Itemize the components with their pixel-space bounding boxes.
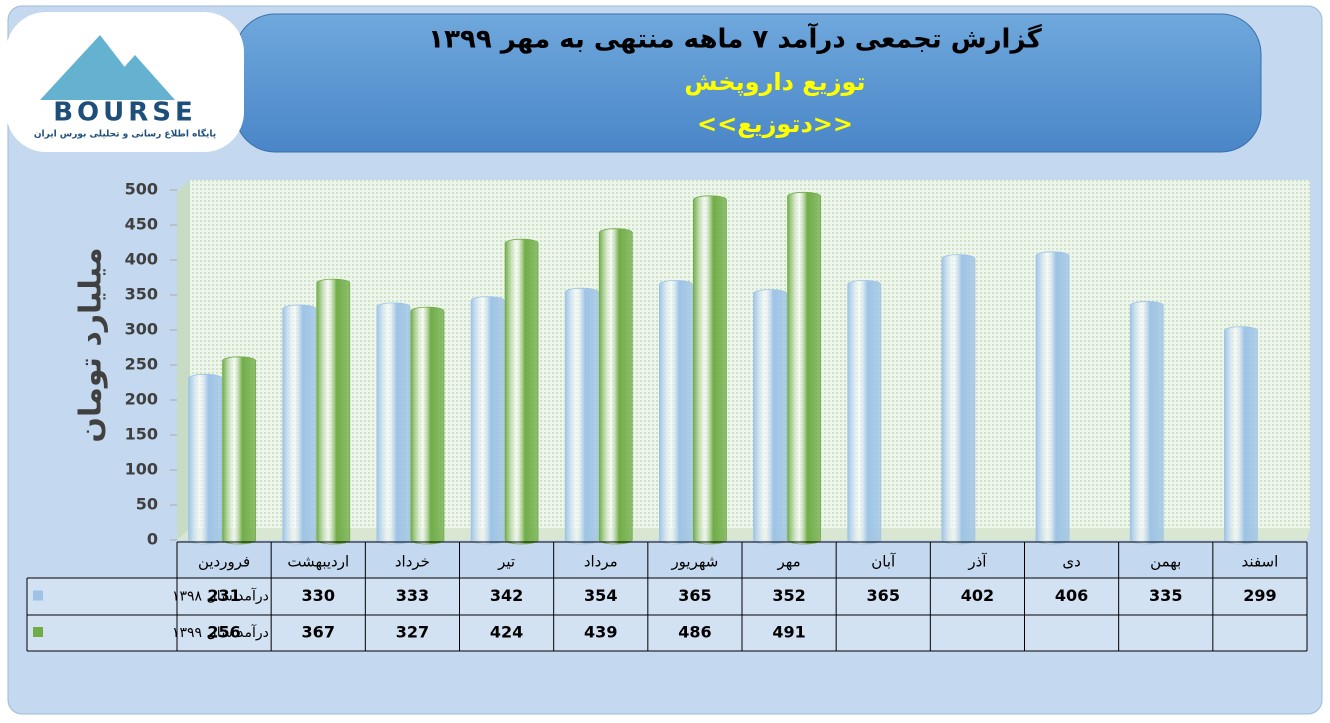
bar (1035, 251, 1070, 545)
y-axis-label: میلیارد تومان (74, 247, 109, 442)
x-tick-label: آذر (967, 553, 987, 571)
bar (1224, 326, 1258, 545)
y-tick-label: 150 (125, 425, 158, 444)
table-value: 491 (772, 623, 805, 642)
bar (470, 296, 505, 545)
table-value: 439 (584, 623, 617, 642)
y-tick-label: 400 (125, 250, 158, 269)
logo-name: BOURSE (53, 98, 197, 128)
legend-label: درآمد سال ۱۳۹۹ (172, 624, 269, 641)
bar (598, 228, 633, 545)
table-value: 354 (584, 586, 617, 605)
table-value: 352 (772, 586, 805, 605)
y-tick-label: 350 (125, 285, 158, 304)
bar (1129, 301, 1164, 545)
x-tick-label: مرداد (584, 553, 618, 571)
y-tick-label: 0 (147, 530, 158, 549)
floor (177, 528, 1310, 540)
chart-title: گزارش تجمعی درآمد ۷ ماهه منتهی به مهر ۱۳… (428, 23, 1042, 55)
x-tick-label: شهریور (670, 553, 718, 571)
logo-tagline: پایگاه اطلاع رسانی و تحلیلی بورس ایران (34, 128, 216, 140)
y-tick-label: 250 (125, 355, 158, 374)
table-value: 342 (490, 586, 523, 605)
bar (693, 195, 727, 545)
y-tick-label: 100 (125, 460, 158, 479)
table-value: 486 (678, 623, 711, 642)
logo-shape (40, 35, 175, 100)
table-value: 330 (302, 586, 335, 605)
bar (659, 280, 693, 545)
table-value: 335 (1149, 586, 1182, 605)
x-tick-label: دی (1062, 553, 1080, 571)
x-tick-label: تیر (497, 553, 515, 571)
bar (847, 280, 882, 545)
table-value: 327 (396, 623, 429, 642)
bar (188, 373, 222, 545)
table-value: 424 (490, 623, 523, 642)
table-value: 365 (867, 586, 900, 605)
x-tick-label: اردیبهشت (287, 553, 349, 571)
bar (282, 304, 317, 545)
legend-swatch (33, 627, 43, 637)
x-tick-label: خرداد (395, 553, 430, 571)
bar (787, 191, 821, 545)
table-value: 299 (1243, 586, 1276, 605)
table-value: 333 (396, 586, 429, 605)
bar (376, 302, 411, 545)
x-tick-label: آبان (871, 553, 896, 571)
y-tick-label: 50 (136, 495, 158, 514)
legend-swatch (33, 590, 43, 601)
x-tick-label: فروردین (198, 553, 250, 571)
bar (753, 289, 787, 545)
table-value: 365 (678, 586, 711, 605)
y-tick-label: 450 (125, 215, 158, 234)
bar (410, 306, 445, 545)
table-value: 402 (961, 586, 994, 605)
chart-symbol: <<دتوزیع>> (697, 110, 853, 138)
x-tick-label: اسفند (1242, 553, 1279, 571)
bar (222, 356, 256, 545)
table-value: 231 (207, 586, 240, 605)
y-tick-label: 500 (125, 180, 158, 199)
bar (316, 278, 351, 545)
side-wall (177, 180, 190, 540)
table-value: 406 (1055, 586, 1088, 605)
x-tick-label: مهر (776, 553, 800, 571)
table-value: 367 (302, 623, 335, 642)
bar (504, 238, 539, 545)
y-tick-label: 200 (125, 390, 158, 409)
y-tick-label: 300 (125, 320, 158, 339)
bar (941, 254, 976, 545)
bar (564, 287, 599, 545)
legend-label: درآمد سال ۱۳۹۸ (172, 588, 269, 605)
table-value: 256 (207, 623, 240, 642)
chart-subtitle: توزیع داروپخش (684, 68, 865, 96)
x-tick-label: بهمن (1150, 553, 1181, 571)
